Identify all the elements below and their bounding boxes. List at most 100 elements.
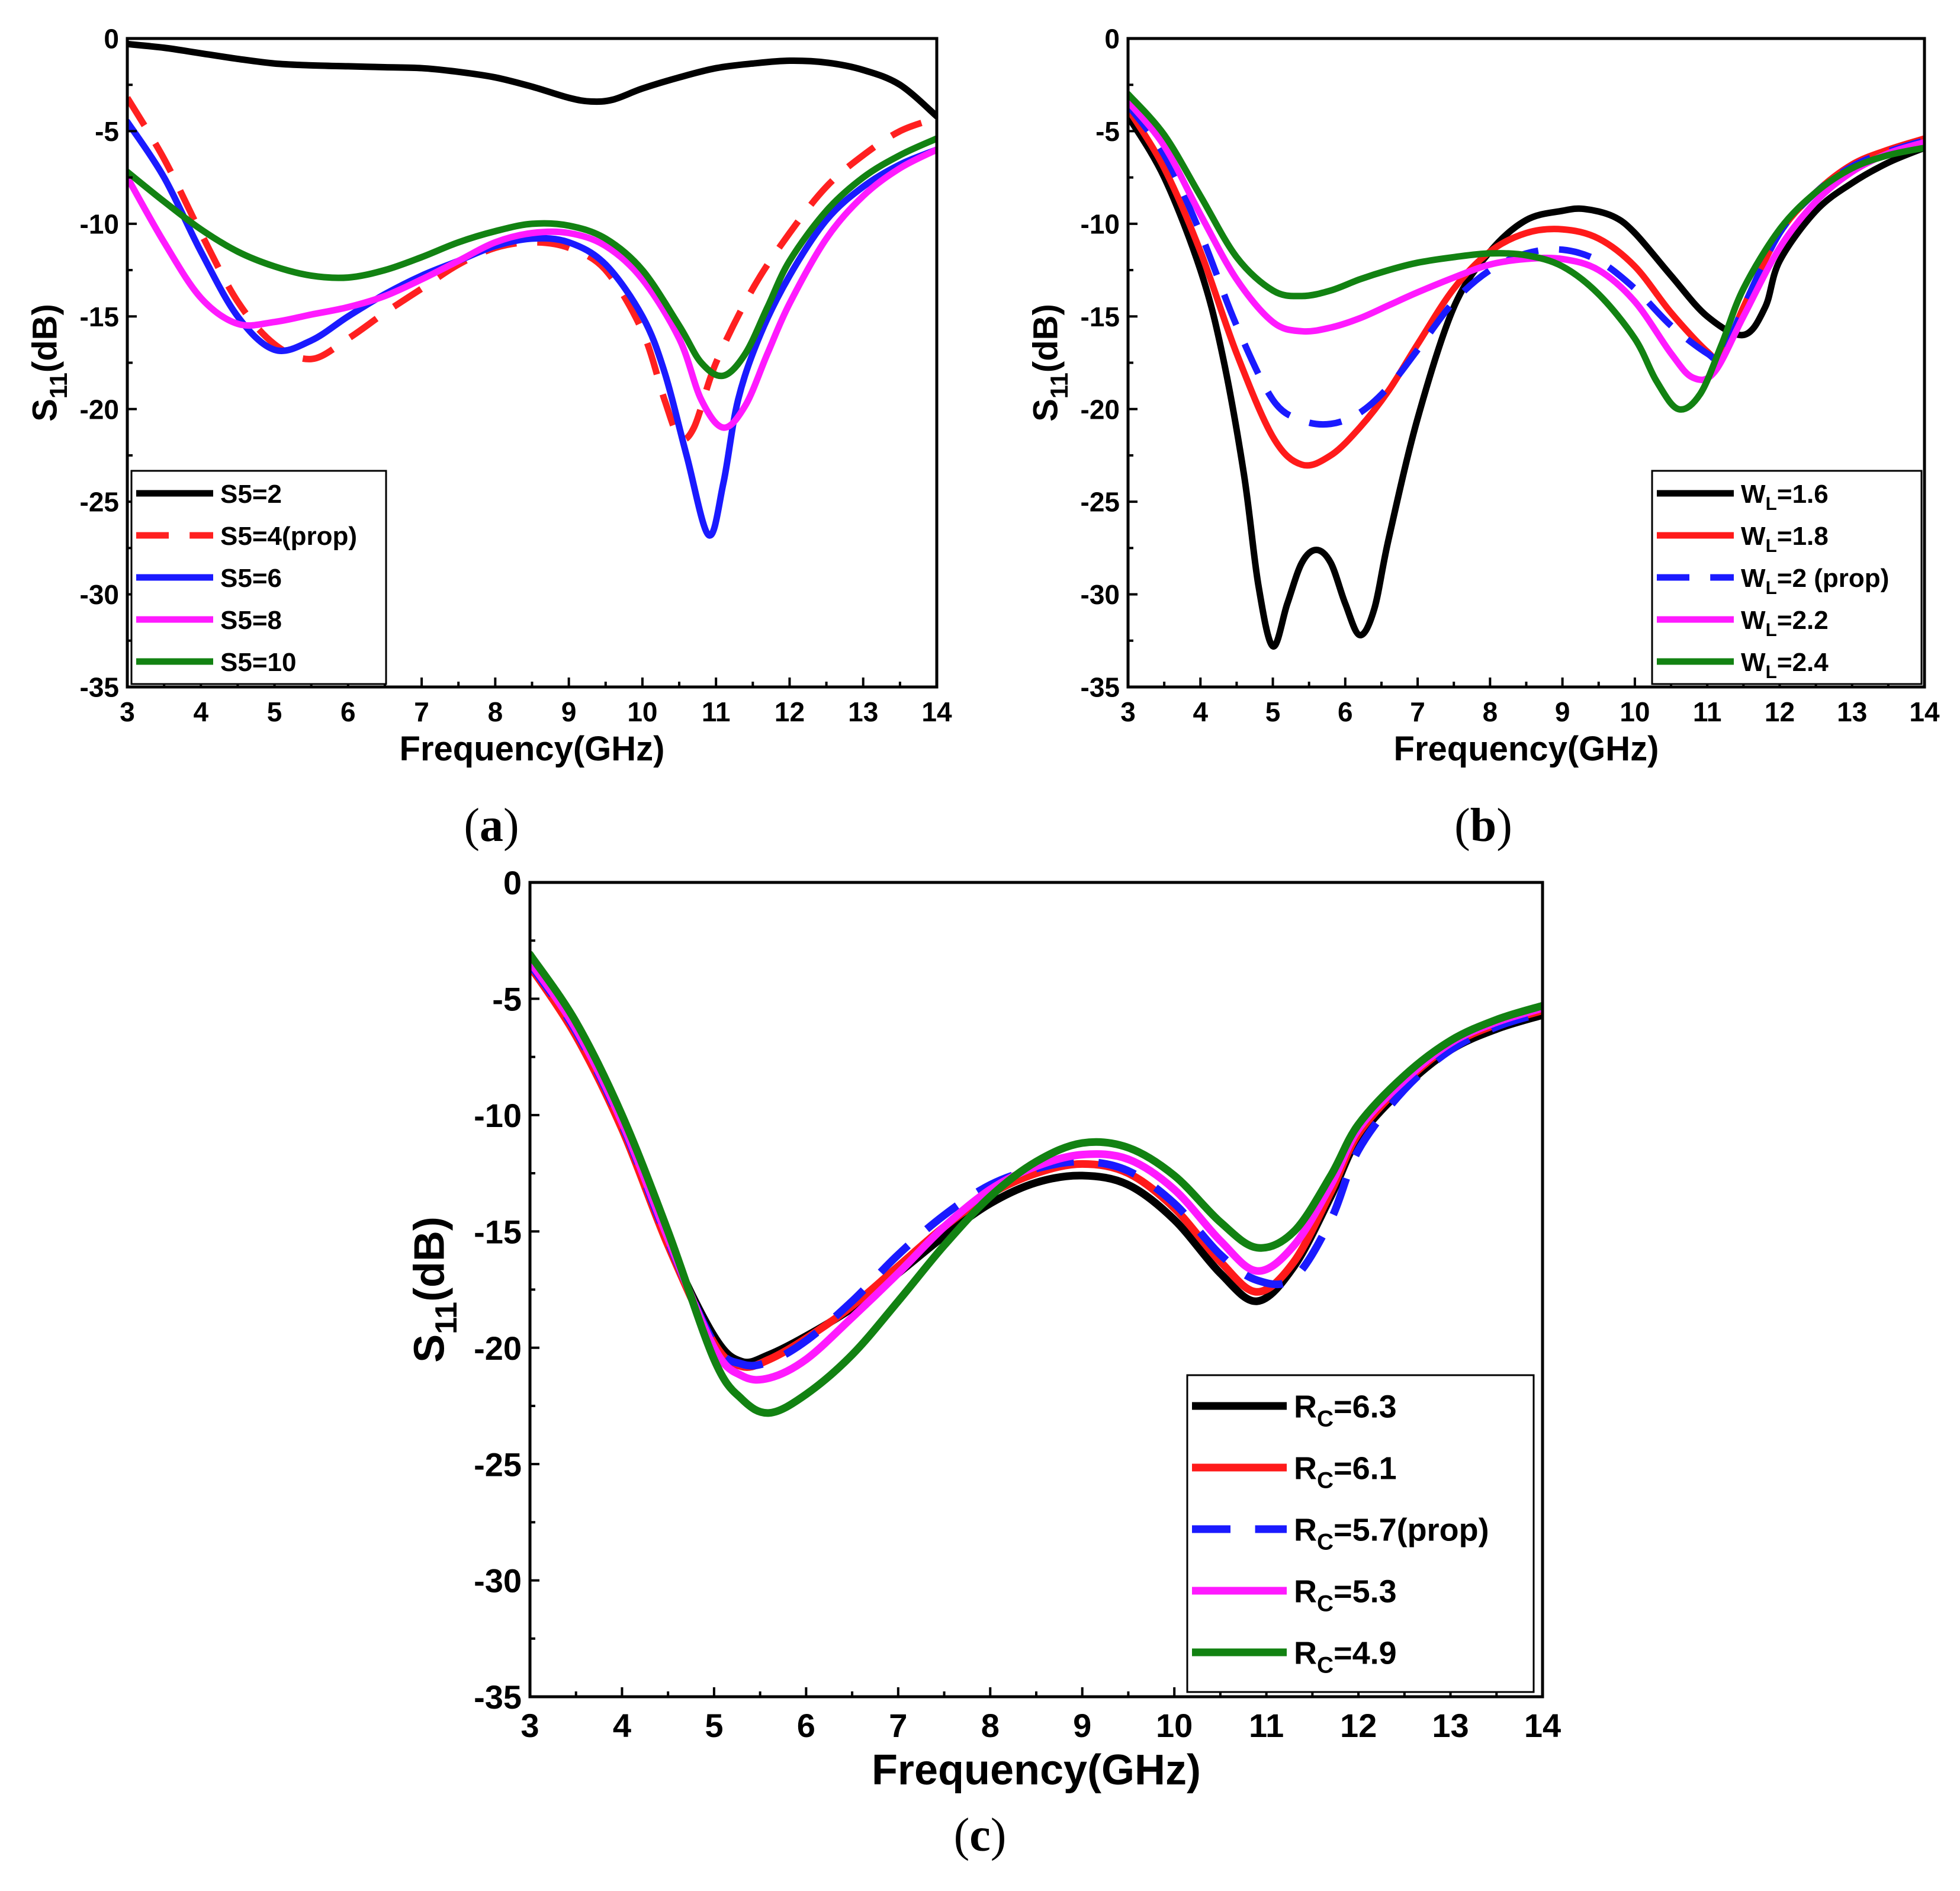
x-tick-label: 3 <box>520 1707 539 1744</box>
y-axis-title: S11(dB) <box>25 304 72 422</box>
x-tick-label: 13 <box>848 696 878 727</box>
legend-label-4: WL=2.2 <box>1741 606 1829 640</box>
x-tick-label: 5 <box>267 696 282 727</box>
legend-label-1: WL=1.6 <box>1741 480 1829 514</box>
legend: RC=6.3 RC=6.1 RC=5.7(prop) RC=5.3 RC=4.9 <box>1186 1374 1535 1693</box>
legend-label-5: RC=4.9 <box>1294 1635 1397 1678</box>
x-tick-label: 8 <box>981 1707 1000 1744</box>
x-tick-label: 14 <box>1524 1707 1561 1744</box>
legend-label-1: S5=2 <box>220 480 282 509</box>
panel-caption: (c) <box>954 1809 1007 1861</box>
x-tick-label: 12 <box>775 696 805 727</box>
legend-label-3: WL=2 (prop) <box>1741 564 1889 598</box>
x-axis-title: Frequency(GHz) <box>1394 730 1659 768</box>
series-line-1 <box>1128 113 1924 650</box>
legend-label-4: RC=5.3 <box>1294 1574 1397 1616</box>
series-line-4 <box>1128 98 1924 383</box>
x-tick-label: 10 <box>627 696 657 727</box>
x-tick-label: 5 <box>1265 696 1281 727</box>
y-tick-label: -20 <box>80 394 119 425</box>
y-tick-label: -25 <box>474 1446 522 1483</box>
y-tick-label: -5 <box>1095 116 1120 147</box>
y-tick-label: -35 <box>80 672 119 703</box>
series-line-5 <box>530 951 1543 1417</box>
series-line-4 <box>127 146 937 431</box>
y-tick-label: -25 <box>1081 487 1120 518</box>
y-tick-label: -20 <box>1081 394 1120 425</box>
legend-label-3: RC=5.7(prop) <box>1294 1512 1489 1555</box>
y-tick-label: -10 <box>474 1097 522 1134</box>
legend-label-1: RC=6.3 <box>1294 1389 1397 1431</box>
x-tick-label: 9 <box>1073 1707 1091 1744</box>
y-tick-label: -20 <box>474 1330 522 1367</box>
y-tick-label: 0 <box>104 24 119 54</box>
y-axis-title: S11(dB) <box>406 1216 463 1363</box>
y-tick-label: -5 <box>95 116 119 147</box>
x-axis-title: Frequency(GHz) <box>872 1746 1201 1794</box>
legend-label-3: S5=6 <box>220 564 282 593</box>
y-tick-label: 0 <box>1104 24 1120 54</box>
x-tick-label: 10 <box>1620 696 1650 727</box>
y-tick-label: -35 <box>1081 672 1120 703</box>
x-tick-label: 9 <box>1555 696 1570 727</box>
legend-label-2: WL=1.8 <box>1741 522 1829 556</box>
panel-a: 3 4 5 6 7 8 9 10 11 12 13 14 0 -5 -10 -15 -20 -25 -30 -35 Fr… <box>25 24 952 852</box>
series-line-5 <box>1128 91 1924 413</box>
legend: S5=2 S5=4(prop) S5=6 S5=8 S5=10 <box>130 470 387 685</box>
y-tick-label: -15 <box>1081 301 1120 332</box>
series-line-1 <box>127 40 937 120</box>
x-tick-label: 11 <box>1693 696 1722 727</box>
panel-c: 3 4 5 6 7 8 9 10 11 12 13 14 0 -5 -10 -15 -20 -25 -30 -35 Fr… <box>406 864 1561 1861</box>
legend-label-4: S5=8 <box>220 606 282 635</box>
series-group <box>127 40 937 539</box>
y-tick-label: -15 <box>80 301 119 332</box>
y-tick-label: -5 <box>492 981 522 1018</box>
legend-box <box>1186 1374 1535 1693</box>
x-axis-title: Frequency(GHz) <box>400 730 665 768</box>
legend-box <box>1651 470 1923 685</box>
series-line-2 <box>1128 105 1924 469</box>
x-tick-label: 3 <box>120 696 135 727</box>
x-tick-label: 8 <box>1483 696 1498 727</box>
y-axis-title: S11(dB) <box>1026 304 1072 422</box>
legend-label-2: S5=4(prop) <box>220 522 357 551</box>
x-tick-label: 13 <box>1837 696 1867 727</box>
series-group <box>530 951 1543 1417</box>
x-tick-label: 14 <box>1909 696 1940 727</box>
y-tick-label: -35 <box>474 1678 522 1716</box>
x-tick-label: 12 <box>1340 1707 1377 1744</box>
y-tick-label: -10 <box>80 208 119 239</box>
x-tick-label: 12 <box>1765 696 1795 727</box>
x-tick-label: 6 <box>1338 696 1353 727</box>
y-tick-label: -10 <box>1081 208 1120 239</box>
y-tick-label: -15 <box>474 1213 522 1250</box>
x-tick-label: 11 <box>1249 1707 1284 1744</box>
panel-caption: (a) <box>464 800 519 852</box>
x-tick-label: 13 <box>1432 1707 1469 1744</box>
x-tick-label: 6 <box>797 1707 815 1744</box>
x-tick-label: 4 <box>1193 696 1208 727</box>
series-group <box>1128 91 1924 650</box>
y-tick-label: 0 <box>503 864 522 901</box>
x-tick-label: 7 <box>1410 696 1425 727</box>
y-tick-label: -30 <box>80 579 119 610</box>
series-line-5 <box>127 135 937 380</box>
series-line-3 <box>127 118 937 539</box>
x-tick-label: 4 <box>613 1707 631 1744</box>
y-tick-label: -30 <box>474 1562 522 1600</box>
x-tick-label: 4 <box>193 696 208 727</box>
x-tick-label: 14 <box>921 696 952 727</box>
x-tick-label: 5 <box>705 1707 723 1744</box>
legend-label-2: RC=6.1 <box>1294 1450 1397 1493</box>
panel-caption: (b) <box>1454 800 1512 852</box>
x-tick-label: 7 <box>414 696 429 727</box>
x-tick-label: 6 <box>340 696 356 727</box>
y-tick-label: -30 <box>1081 579 1120 610</box>
y-tick-label: -25 <box>80 487 119 518</box>
legend-label-5: WL=2.4 <box>1741 648 1829 682</box>
legend-label-5: S5=10 <box>220 648 296 677</box>
x-tick-label: 8 <box>488 696 503 727</box>
legend: WL=1.6 WL=1.8 WL=2 (prop) WL=2.2 WL=2.4 <box>1651 470 1923 685</box>
x-tick-label: 3 <box>1120 696 1136 727</box>
